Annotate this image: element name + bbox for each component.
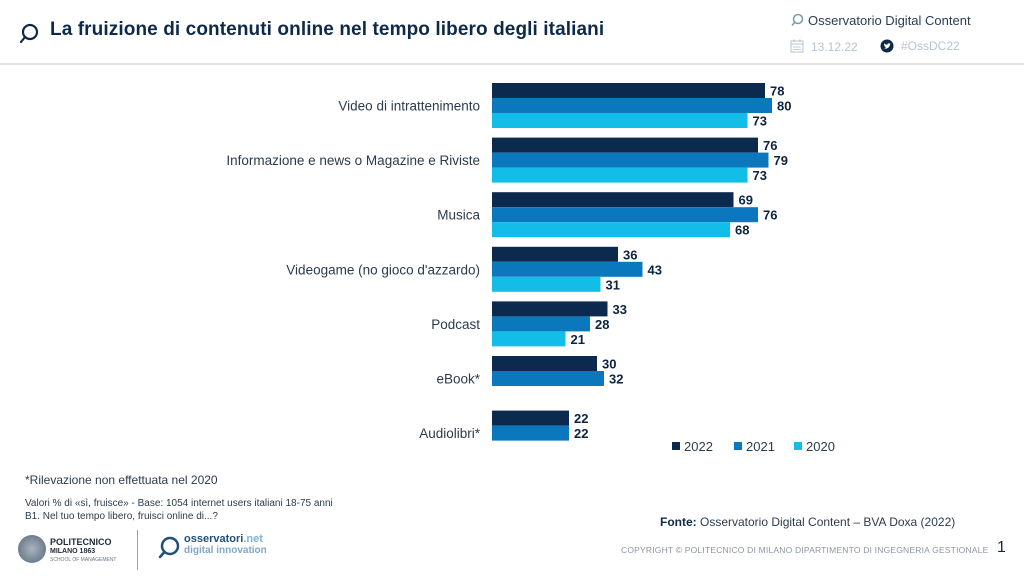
value-label: 28 [595, 317, 609, 332]
legend-swatch-2020 [794, 442, 802, 450]
date-text: 13.12.22 [811, 40, 858, 54]
value-label: 73 [753, 168, 767, 183]
bar-2021 [492, 98, 772, 113]
value-label: 76 [763, 138, 777, 153]
logo-separator [137, 530, 138, 570]
observatory-name: Osservatorio Digital Content [808, 13, 971, 28]
category-label: Video di intrattenimento [338, 99, 480, 114]
bar-2021 [492, 371, 604, 386]
logo-osservatori-main: osservatori [184, 533, 244, 545]
value-label: 80 [777, 99, 791, 114]
hashtag: #OssDC22 [901, 39, 960, 53]
bar-2022 [492, 410, 569, 426]
bar-2022 [492, 192, 734, 208]
copyright-text: COPYRIGHT © POLITECNICO DI MILANO DIPART… [621, 545, 989, 555]
page-title: La fruizione di contenuti online nel tem… [50, 19, 605, 40]
source-text: Osservatorio Digital Content – BVA Doxa … [700, 515, 956, 529]
bar-2020 [492, 167, 748, 183]
search-icon [791, 13, 804, 26]
value-label: 68 [735, 223, 749, 238]
category-label: Videogame (no gioco d'azzardo) [286, 262, 480, 277]
logo-politecnico-name: POLITECNICO [50, 537, 112, 547]
calendar-icon [790, 39, 804, 53]
value-label: 69 [739, 193, 753, 208]
category-label: Musica [437, 208, 480, 223]
bar-2020 [492, 276, 601, 292]
value-label: 79 [774, 153, 788, 168]
category-label: Podcast [431, 317, 480, 332]
bar-2022 [492, 83, 765, 98]
category-label: Informazione e news o Magazine e Riviste [226, 153, 480, 168]
page-number: 1 [997, 539, 1006, 556]
note-base: Valori % di «sì, fruisce» - Base: 1054 i… [25, 497, 333, 523]
category-label: eBook* [436, 372, 480, 387]
bar-2021 [492, 316, 590, 332]
bar-2022 [492, 301, 608, 317]
note-base-text: Valori % di «sì, fruisce» - Base: 1054 i… [25, 498, 333, 509]
value-label: 33 [613, 302, 627, 317]
legend-swatch-2021 [734, 442, 742, 450]
bar-2022 [492, 246, 618, 262]
bar-2022 [492, 356, 597, 371]
bar-2021 [492, 207, 758, 223]
legend-label-2020: 2020 [806, 439, 835, 454]
source-label: Fonte: [660, 515, 697, 529]
value-label: 22 [574, 411, 588, 426]
category-label: Audiolibri* [419, 426, 481, 441]
value-label: 21 [571, 332, 585, 347]
logo-osservatori-net: .net [243, 533, 263, 545]
value-label: 30 [602, 357, 616, 372]
value-label: 22 [574, 426, 588, 441]
bar-2020 [492, 331, 566, 347]
legend-swatch-2022 [672, 442, 680, 450]
value-label: 31 [606, 277, 620, 292]
value-label: 43 [648, 262, 662, 277]
bar-2021 [492, 152, 769, 168]
bar-2022 [492, 137, 758, 153]
bar-2020 [492, 113, 748, 128]
twitter-icon [880, 39, 894, 53]
source-line: Fonte: Osservatorio Digital Content – BV… [660, 515, 955, 529]
search-icon [19, 23, 39, 44]
politecnico-logo-icon [18, 535, 46, 563]
bar-2021 [492, 261, 643, 277]
logo-osservatori-name: osservatori.net [184, 533, 263, 545]
value-label: 36 [623, 247, 637, 262]
header-divider [0, 63, 1024, 65]
value-label: 76 [763, 208, 777, 223]
note-asterisk: *Rilevazione non effettuata nel 2020 [25, 473, 218, 487]
legend-label-2021: 2021 [746, 439, 775, 454]
bar-2021 [492, 425, 569, 441]
logo-politecnico-city: MILANO 1863 [50, 548, 96, 555]
value-label: 32 [609, 372, 623, 387]
legend-label-2022: 2022 [684, 439, 713, 454]
logo-osservatori-tagline: digital innovation [184, 545, 267, 556]
value-label: 73 [753, 114, 767, 129]
logo-politecnico-school: SCHOOL OF MANAGEMENT [50, 557, 117, 563]
note-question: B1. Nel tuo tempo libero, fruisci online… [25, 511, 218, 522]
osservatori-logo-icon [158, 536, 180, 559]
value-label: 78 [770, 84, 784, 99]
bar-2020 [492, 222, 730, 238]
